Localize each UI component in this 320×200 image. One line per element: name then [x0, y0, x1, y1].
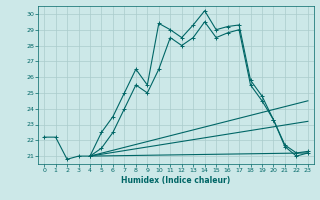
X-axis label: Humidex (Indice chaleur): Humidex (Indice chaleur) — [121, 176, 231, 185]
